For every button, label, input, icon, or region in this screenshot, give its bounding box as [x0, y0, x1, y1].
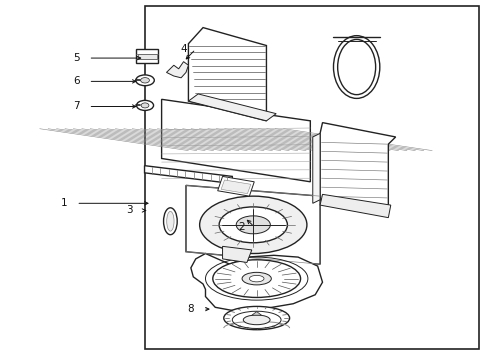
Polygon shape [144, 166, 232, 184]
Polygon shape [188, 94, 276, 121]
Ellipse shape [243, 315, 269, 325]
Polygon shape [222, 246, 251, 262]
Bar [136, 49, 158, 63]
Polygon shape [221, 180, 250, 194]
Polygon shape [320, 194, 390, 218]
Ellipse shape [136, 75, 154, 86]
Ellipse shape [136, 100, 153, 111]
Text: 7: 7 [73, 102, 80, 112]
Text: 1: 1 [61, 198, 67, 208]
Polygon shape [251, 312, 261, 315]
Ellipse shape [199, 196, 306, 253]
Text: 5: 5 [73, 53, 80, 63]
Polygon shape [312, 134, 320, 203]
Polygon shape [188, 28, 266, 121]
Ellipse shape [249, 275, 264, 282]
Text: 3: 3 [126, 206, 133, 216]
Ellipse shape [166, 211, 174, 231]
Polygon shape [217, 176, 254, 196]
Text: 8: 8 [187, 304, 194, 314]
Ellipse shape [141, 78, 149, 83]
Bar [138, 54, 157, 59]
Ellipse shape [163, 208, 177, 235]
Ellipse shape [212, 260, 300, 297]
Text: 6: 6 [73, 76, 80, 86]
Ellipse shape [224, 306, 289, 330]
Ellipse shape [242, 273, 271, 285]
Polygon shape [190, 253, 322, 311]
Bar [144, 6, 478, 348]
Polygon shape [185, 185, 320, 264]
Polygon shape [166, 62, 188, 78]
Text: 4: 4 [180, 44, 186, 54]
Polygon shape [161, 99, 310, 182]
Ellipse shape [141, 103, 149, 108]
Polygon shape [320, 123, 395, 212]
Text: 2: 2 [238, 222, 245, 231]
Ellipse shape [219, 207, 287, 243]
Ellipse shape [236, 216, 270, 234]
